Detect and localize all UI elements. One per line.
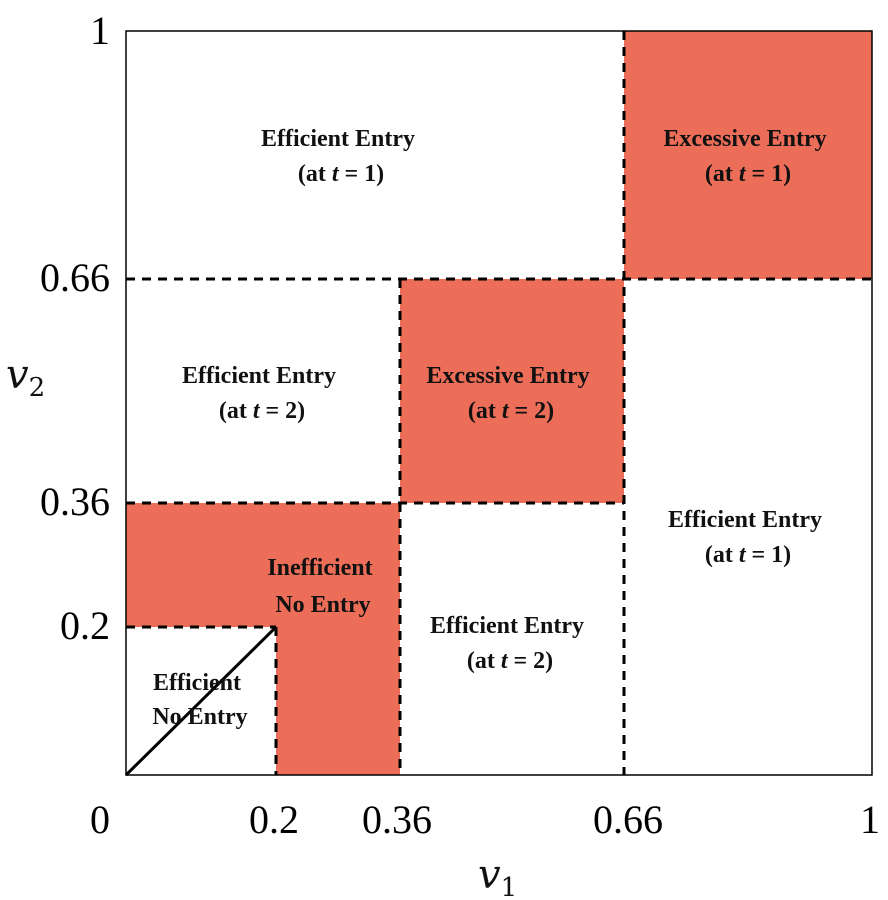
label-excessive-entry-t2: Excessive Entry (at t = 2) bbox=[426, 363, 595, 424]
y-tick-labels: 1 0.66 0.36 0.2 bbox=[40, 8, 110, 648]
x-axis-label: v1 bbox=[478, 852, 517, 900]
excessive-entry-t2-region bbox=[400, 279, 624, 503]
label-efficient-no-entry: Efficient No Entry bbox=[152, 670, 247, 730]
excessive-entry-t1-region bbox=[624, 31, 872, 279]
x-tick-label: 1 bbox=[860, 797, 880, 842]
label-excessive-entry-t1: Excessive Entry (at t = 1) bbox=[663, 126, 832, 187]
inefficient-no-entry-region-lower bbox=[276, 503, 400, 775]
label-efficient-entry-t1-right: Efficient Entry (at t = 1) bbox=[668, 507, 828, 568]
x-tick-label: 0.66 bbox=[593, 797, 663, 842]
x-tick-label: 0 bbox=[90, 797, 110, 842]
label-inefficient-no-entry: Inefficient No Entry bbox=[267, 555, 378, 618]
x-tick-label: 0.36 bbox=[362, 797, 432, 842]
y-tick-label: 1 bbox=[90, 8, 110, 53]
dashed-boundaries bbox=[126, 31, 872, 775]
label-efficient-entry-t2-bottom: Efficient Entry (at t = 2) bbox=[430, 613, 590, 674]
label-efficient-entry-t2-left: Efficient Entry (at t = 2) bbox=[182, 363, 342, 424]
plot-frame bbox=[125, 30, 873, 776]
y-tick-label: 0.2 bbox=[60, 603, 110, 648]
x-tick-labels: 0 0.2 0.36 0.66 1 bbox=[90, 797, 880, 842]
label-efficient-entry-t1-top: Efficient Entry (at t = 1) bbox=[261, 126, 421, 187]
y-axis-label: v2 bbox=[6, 352, 45, 403]
y-tick-label: 0.66 bbox=[40, 255, 110, 300]
diagonal-line bbox=[124, 625, 278, 777]
y-tick-label: 0.36 bbox=[40, 479, 110, 524]
x-tick-label: 0.2 bbox=[249, 797, 299, 842]
shaded-regions bbox=[126, 31, 872, 775]
